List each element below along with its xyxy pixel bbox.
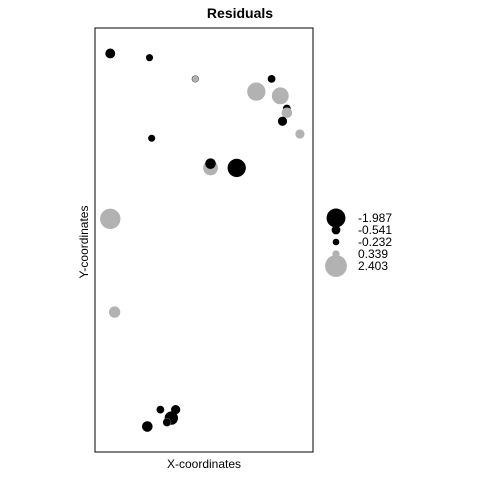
x-axis-label: X-coordinates	[167, 457, 241, 471]
residual-point-17	[100, 209, 120, 229]
legend-label-5: 2.403	[358, 259, 388, 273]
chart-title: Residuals	[207, 5, 273, 21]
residual-point-19	[157, 406, 165, 414]
residual-point-18	[109, 306, 120, 317]
residual-point-16	[228, 159, 246, 177]
residual-point-24	[142, 421, 153, 432]
residual-point-1	[105, 48, 115, 58]
residual-point-7	[247, 82, 265, 100]
residual-point-5	[192, 76, 198, 82]
residual-point-3	[146, 54, 153, 61]
legend-symbol-3	[333, 239, 340, 246]
points-layer	[100, 48, 304, 431]
legend-symbol-1	[327, 209, 346, 228]
legend-symbol-5	[325, 255, 347, 277]
legend-symbol-2	[332, 226, 341, 235]
residual-point-6	[268, 75, 276, 83]
residual-point-23	[163, 418, 171, 426]
residual-point-10	[282, 108, 293, 119]
residual-point-13	[148, 135, 155, 142]
residual-point-11	[278, 117, 287, 126]
residual-point-12	[295, 129, 304, 138]
residual-point-8	[272, 87, 289, 104]
y-axis-label: Y-coordinates	[77, 206, 91, 279]
residual-point-15	[205, 158, 216, 169]
